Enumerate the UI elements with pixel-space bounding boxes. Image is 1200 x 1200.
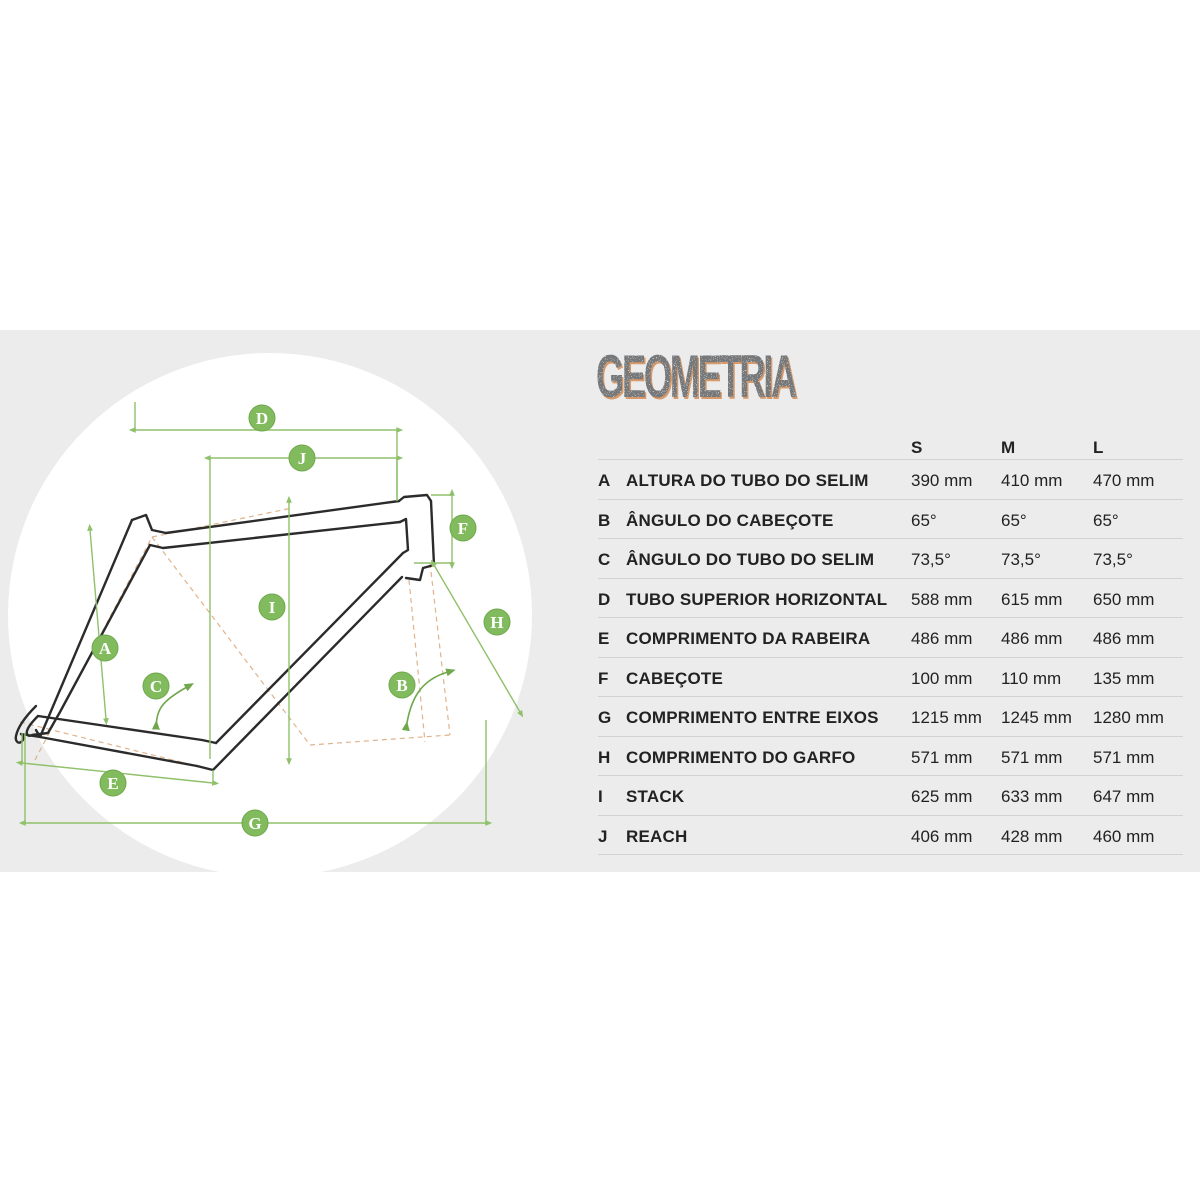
svg-text:I: I xyxy=(269,598,276,617)
svg-text:D: D xyxy=(256,409,268,428)
svg-text:G: G xyxy=(248,814,261,833)
svg-text:A: A xyxy=(99,639,112,658)
svg-text:E: E xyxy=(107,774,118,793)
svg-text:H: H xyxy=(490,613,503,632)
svg-text:C: C xyxy=(150,677,162,696)
svg-text:F: F xyxy=(458,519,468,538)
svg-text:J: J xyxy=(298,449,307,468)
svg-text:B: B xyxy=(396,676,407,695)
